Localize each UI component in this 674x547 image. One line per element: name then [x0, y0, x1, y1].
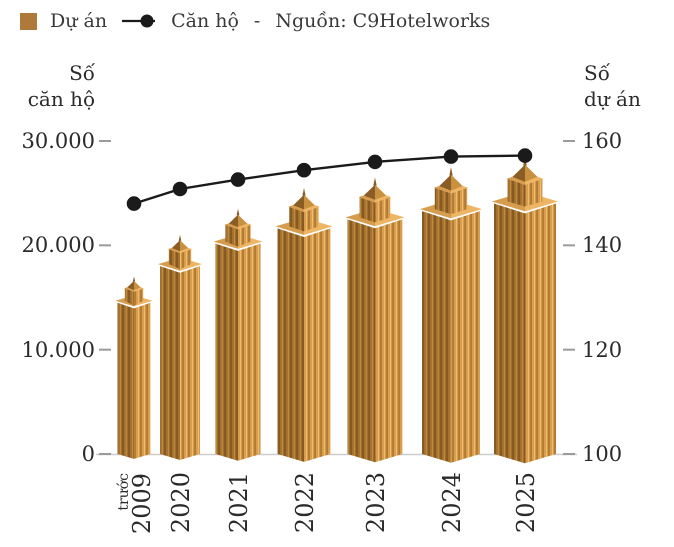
right-axis-tick-label: 120 [582, 338, 623, 362]
line-point-2020 [172, 181, 188, 197]
line-point-2021 [230, 172, 246, 187]
line-point-2025 [517, 148, 533, 163]
left-axis-title: Số căn hộ [18, 60, 95, 112]
building-bar-2025 [492, 156, 558, 464]
x-axis-label-2025: 2025 [512, 472, 540, 533]
building-bar-2021 [213, 208, 263, 461]
x-axis-label-2023: 2023 [362, 472, 390, 533]
x-axis-label-2024: 2024 [438, 472, 466, 533]
left-axis-tick-label: 10.000 [21, 338, 95, 362]
building-bar-trước 2009 [115, 276, 153, 459]
line-series-marker-icon [122, 14, 156, 28]
line-point-2022 [296, 162, 312, 178]
right-axis-title-line1: Số [584, 61, 610, 85]
x-axis-label-trước 2009: 2009 [128, 473, 156, 534]
bar-series-swatch-icon [20, 12, 37, 30]
right-axis-tick-label: 100 [582, 442, 623, 466]
right-axis-title: Số dự án [584, 60, 664, 112]
left-axis-title-line2: căn hộ [27, 87, 95, 111]
building-bar-2024 [420, 167, 482, 463]
building-bar-2022 [275, 187, 333, 462]
legend-separator: - [253, 10, 261, 32]
building-bar-2023 [345, 177, 405, 463]
source-label: Nguồn: C9Hotelworks [275, 10, 491, 32]
left-axis-tick-label: 20.000 [21, 233, 95, 257]
line-series-label: Căn hộ [171, 10, 239, 32]
left-axis-tick-label: 30.000 [21, 129, 95, 153]
x-axis-label-trước 2009: trước [116, 473, 132, 511]
line-point-trước 2009 [126, 196, 142, 211]
left-axis-title-line1: Số [69, 61, 95, 85]
right-axis-tick-label: 160 [582, 129, 623, 153]
right-axis-title-line2: dự án [584, 87, 641, 111]
left-axis-tick-label: 0 [81, 442, 95, 466]
x-axis-label-2022: 2022 [291, 472, 319, 533]
line-point-2024 [443, 149, 459, 164]
bar-series-label: Dự án [50, 10, 108, 32]
x-axis-label-2020: 2020 [167, 472, 195, 533]
line-point-2023 [367, 154, 383, 170]
legend: Dự án Căn hộ - Nguồn: C9Hotelworks [20, 10, 490, 32]
building-bar-2020 [158, 234, 202, 460]
right-axis-tick-label: 140 [582, 233, 623, 257]
x-axis-label-2021: 2021 [225, 472, 253, 533]
